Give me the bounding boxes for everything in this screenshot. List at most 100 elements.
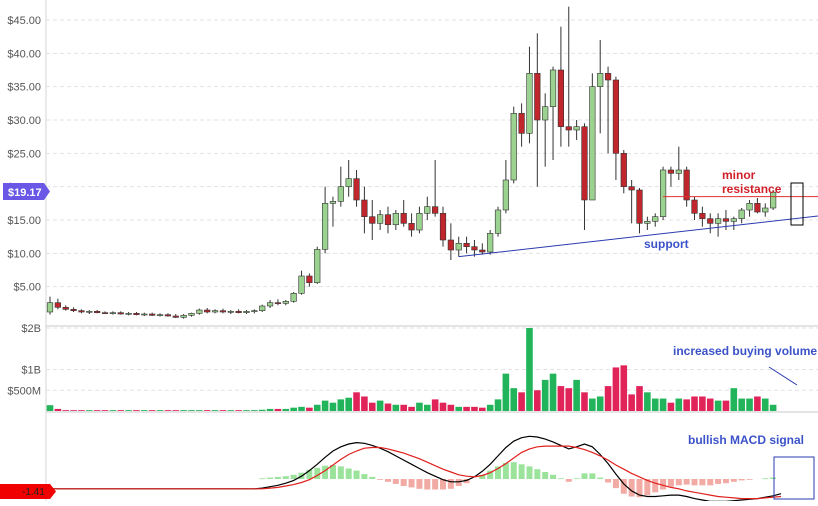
macd-histogram-bar: [589, 473, 595, 479]
volume-bar: [157, 410, 164, 411]
volume-bar: [55, 409, 62, 411]
volume-bar: [361, 396, 368, 411]
candle-body: [220, 311, 226, 312]
macd-histogram-bar: [692, 479, 698, 485]
volume-bar: [94, 410, 101, 411]
candle-body: [204, 310, 210, 312]
macd-line: [50, 436, 781, 501]
macd-histogram-bar: [432, 479, 438, 490]
price-tick-label: $25.00: [7, 148, 41, 160]
candle-body: [354, 179, 360, 200]
volume-bar: [165, 410, 172, 411]
macd-histogram-bar: [534, 469, 540, 479]
candle-body: [480, 250, 486, 252]
macd-histogram-bar: [401, 479, 407, 486]
candle-body: [307, 276, 313, 283]
candle-body: [71, 309, 77, 310]
volume-bar: [400, 405, 407, 411]
candle-body: [448, 240, 454, 250]
volume-bar: [731, 388, 738, 411]
macd-histogram-bar: [723, 479, 729, 483]
volume-bar: [377, 401, 384, 411]
volume-bar: [235, 410, 242, 411]
price-axis: $5.00$10.00$15.00$20.00$25.00$30.00$35.0…: [7, 15, 41, 294]
volume-bar: [597, 396, 604, 411]
volume-bar: [652, 399, 659, 411]
candle-body: [369, 217, 375, 224]
volume-bar: [495, 399, 502, 411]
annotation-support: support: [644, 237, 689, 251]
macd-histogram-bar: [259, 478, 265, 479]
candle-body: [55, 303, 61, 308]
macd-histogram-bar: [566, 479, 572, 482]
macd-histogram-bar: [519, 464, 525, 479]
volume-bar: [141, 410, 148, 411]
candle-body: [377, 215, 383, 224]
candle-body: [134, 313, 140, 314]
candle-body: [755, 203, 761, 212]
macd-histogram-bar: [393, 479, 399, 484]
candle-body: [432, 207, 438, 214]
candle-body: [110, 313, 116, 314]
volume-bar: [613, 367, 620, 411]
volume-bar: [479, 408, 486, 411]
candle-body: [629, 187, 635, 190]
macd-histogram-bar: [456, 479, 462, 486]
candle-body: [762, 208, 768, 212]
volume-tick-label: $2B: [21, 323, 41, 335]
volume-bar: [723, 401, 730, 411]
volume-bar: [534, 390, 541, 411]
candle-body: [47, 303, 53, 312]
volume-bar: [149, 410, 156, 411]
volume-bar: [565, 388, 572, 411]
volume-bar: [683, 399, 690, 411]
volume-bar: [290, 408, 297, 411]
volume-bar: [746, 399, 753, 411]
candle-body: [597, 73, 603, 86]
volume-tick-label: $500M: [7, 385, 41, 397]
macd-histogram-bar: [385, 479, 391, 482]
macd-histogram-bar: [283, 476, 289, 479]
candle-body: [574, 127, 580, 130]
candle-body: [79, 311, 85, 312]
signal-line: [50, 446, 781, 499]
candle-body: [464, 243, 470, 246]
volume-bar: [487, 405, 494, 411]
volume-bar: [70, 410, 77, 411]
volume-bar: [518, 392, 525, 411]
volume-bar: [330, 403, 337, 411]
candle-body: [582, 127, 588, 200]
volume-bar: [526, 328, 533, 411]
macd-histogram-bar: [338, 466, 344, 479]
macd-histogram-bar: [369, 477, 375, 479]
volume-bar: [86, 410, 93, 411]
candle-body: [542, 107, 548, 120]
candle-body: [731, 219, 737, 222]
annotation-minor: minor: [722, 168, 756, 182]
highlight-box-macd-cross: [774, 457, 814, 499]
candle-body: [362, 200, 368, 217]
candle-body: [259, 306, 265, 311]
macd-histogram-bar: [699, 479, 705, 485]
volume-bar: [676, 399, 683, 411]
macd-histogram-bar: [770, 478, 776, 479]
volume-bar: [275, 409, 282, 411]
macd-histogram-bar: [629, 479, 635, 497]
macd-histogram-bar: [581, 473, 587, 479]
candle-body: [495, 210, 501, 233]
volume-bar: [385, 404, 392, 411]
candle-body: [511, 113, 517, 180]
macd-histogram-bar: [613, 479, 619, 488]
volume-bar: [408, 407, 415, 411]
macd-histogram-bar: [747, 479, 753, 480]
candle-body: [252, 311, 258, 312]
candle-body: [299, 276, 305, 293]
macd-histogram-bar: [346, 469, 352, 480]
macd-histogram: [259, 462, 776, 497]
macd-histogram-bar: [684, 479, 690, 485]
volume-bar: [644, 392, 651, 411]
candle-body: [487, 233, 493, 252]
volume-bar: [314, 405, 321, 411]
candle-body: [472, 247, 478, 250]
